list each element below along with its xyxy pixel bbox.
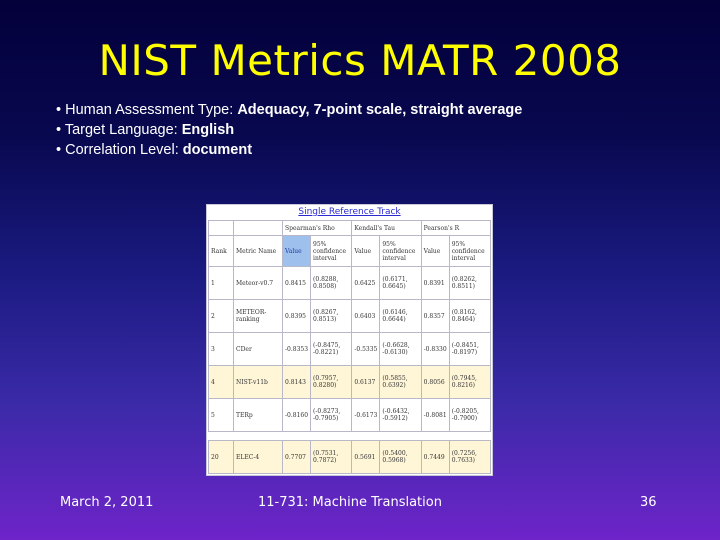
tau-ci-cell: (0.6146, 0.6644) (379, 299, 422, 333)
tau-cell: 0.5691 (351, 440, 381, 474)
rho-cell: 0.7707 (281, 440, 312, 474)
tau-cell: -0.5335 (351, 332, 381, 366)
r-cell: -0.8081 (420, 398, 450, 432)
r-ci-cell: (-0.8451, -0.8197) (448, 332, 492, 366)
bullet-value: English (181, 122, 235, 138)
metric-cell: CDer (233, 332, 283, 366)
rho-value-header: Value (281, 235, 312, 267)
tau-ci-cell: (0.5855, 0.6392) (379, 365, 422, 399)
r-cell: 0.7449 (420, 440, 450, 474)
tau-ci-cell: (0.5400, 0.5968) (379, 440, 422, 474)
r-ci-cell: (0.7945, 0.8216) (448, 365, 492, 399)
footer-date: March 2, 2011 (60, 495, 154, 510)
tau-ci-cell: (-0.6628, -0.6130) (379, 332, 422, 366)
rank-cell: 1 (208, 266, 234, 300)
rho-cell: -0.8353 (281, 332, 312, 366)
metric-cell: TERp (233, 398, 283, 432)
rho-cell: -0.8160 (281, 398, 312, 432)
tau-ci-cell: (-0.6432, -0.5912) (379, 398, 422, 432)
metric-cell: Meteor-v0.7 (233, 266, 283, 300)
tau-ci-header: 95% confidence interval (379, 235, 422, 267)
empty-header-cell (208, 220, 234, 236)
rank-cell: 5 (208, 398, 234, 432)
r-ci-cell: (0.8162, 0.8464) (448, 299, 492, 333)
rho-ci-cell: (-0.8475, -0.8221) (310, 332, 353, 366)
r-value-header: Value (420, 235, 450, 267)
table-row: 5 TERp -0.8160 (-0.8273, -0.7905) -0.617… (208, 398, 492, 432)
r-ci-cell: (0.8262, 0.8511) (448, 266, 492, 300)
bullet-label: • Human Assessment Type: (56, 102, 238, 118)
table-row: 2 METEOR-ranking 0.8395 (0.8267, 0.8513)… (208, 299, 492, 333)
rank-cell: 2 (208, 299, 234, 333)
rho-cell: 0.8143 (281, 365, 312, 399)
tau-ci-cell: (0.6171, 0.6645) (379, 266, 422, 300)
table-caption: Single Reference Track (298, 207, 401, 217)
rank-cell: 4 (208, 365, 234, 399)
rho-cell: 0.8415 (281, 266, 312, 300)
r-ci-cell: (-0.8205, -0.7900) (448, 398, 492, 432)
table-row: 3 CDer -0.8353 (-0.8475, -0.8221) -0.533… (208, 332, 492, 366)
spearman-header: Spearman's Rho (281, 220, 353, 236)
kendall-header: Kendall's Tau (351, 220, 422, 236)
bullet-value: Adequacy, 7-point scale, straight averag… (237, 102, 523, 118)
results-table: Spearman's Rho Kendall's Tau Pearson's R… (208, 220, 492, 474)
table-gap (208, 431, 491, 441)
metric-cell: METEOR-ranking (233, 299, 283, 333)
table-row: 20 ELEC-4 0.7707 (0.7531, 0.7872) 0.5691… (208, 440, 492, 474)
r-cell: -0.8330 (420, 332, 450, 366)
bullet-label: • Target Language: (56, 122, 182, 138)
tau-cell: -0.6173 (351, 398, 381, 432)
bullet-list: • Human Assessment Type: Adequacy, 7-poi… (56, 100, 696, 160)
metric-cell: ELEC-4 (233, 440, 283, 474)
tau-value-header: Value (351, 235, 381, 267)
rho-cell: 0.8395 (281, 299, 312, 333)
bullet-assessment-type: • Human Assessment Type: Adequacy, 7-poi… (56, 100, 696, 120)
rho-ci-cell: (0.8288, 0.8508) (310, 266, 353, 300)
metric-cell: NIST-v11b (233, 365, 283, 399)
rank-header: Rank (208, 235, 234, 267)
footer-page-number: 36 (640, 495, 657, 510)
rho-ci-header: 95% confidence interval (310, 235, 353, 267)
rho-ci-cell: (0.7957, 0.8280) (310, 365, 353, 399)
table-row: 1 Meteor-v0.7 0.8415 (0.8288, 0.8508) 0.… (208, 266, 492, 300)
metric-header: Metric Name (233, 235, 283, 267)
rho-ci-cell: (0.7531, 0.7872) (310, 440, 353, 474)
rank-cell: 3 (208, 332, 234, 366)
rank-cell: 20 (208, 440, 234, 474)
slide-title: NIST Metrics MATR 2008 (98, 36, 622, 85)
bullet-label: • Correlation Level: (56, 142, 183, 158)
table-row: 4 NIST-v11b 0.8143 (0.7957, 0.8280) 0.61… (208, 365, 492, 399)
bullet-target-language: • Target Language: English (56, 120, 696, 140)
bullet-value: document (182, 142, 253, 158)
tau-cell: 0.6425 (351, 266, 381, 300)
empty-header-cell (233, 220, 283, 236)
r-cell: 0.8357 (420, 299, 450, 333)
bullet-correlation-level: • Correlation Level: document (56, 140, 696, 160)
pearson-header: Pearson's R (420, 220, 492, 236)
r-ci-cell: (0.7256, 0.7633) (448, 440, 492, 474)
r-cell: 0.8056 (420, 365, 450, 399)
tau-cell: 0.6137 (351, 365, 381, 399)
gap-cell (208, 431, 491, 441)
results-table-image: Single Reference Track Spearman's Rho Ke… (206, 204, 493, 476)
footer-course: 11-731: Machine Translation (258, 495, 442, 510)
column-header-row: Rank Metric Name Value 95% confidence in… (208, 235, 492, 267)
group-header-row: Spearman's Rho Kendall's Tau Pearson's R (208, 220, 492, 236)
rho-ci-cell: (0.8267, 0.8513) (310, 299, 353, 333)
r-cell: 0.8391 (420, 266, 450, 300)
tau-cell: 0.6403 (351, 299, 381, 333)
rho-ci-cell: (-0.8273, -0.7905) (310, 398, 353, 432)
r-ci-header: 95% confidence interval (448, 235, 492, 267)
